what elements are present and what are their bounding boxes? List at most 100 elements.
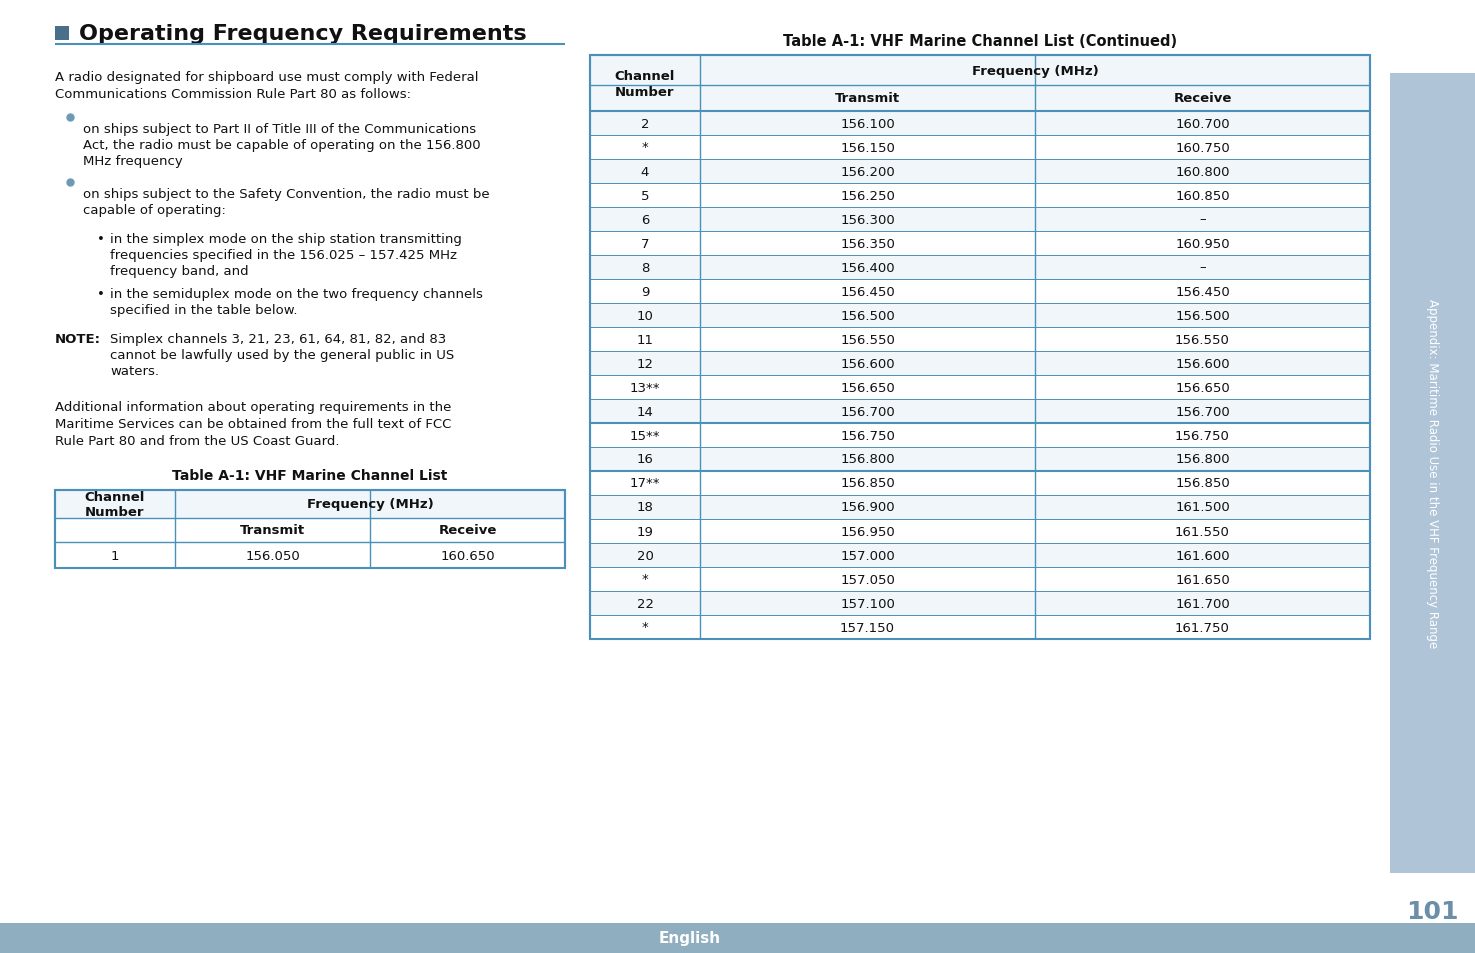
Text: in the simplex mode on the ship station transmitting: in the simplex mode on the ship station … xyxy=(111,233,462,246)
Text: 18: 18 xyxy=(637,501,653,514)
Bar xyxy=(590,543,1370,567)
Text: 161.600: 161.600 xyxy=(1176,549,1230,562)
Text: 1: 1 xyxy=(111,549,119,562)
Bar xyxy=(590,519,1370,543)
Text: Receive: Receive xyxy=(438,524,497,537)
Text: Transmit: Transmit xyxy=(835,92,900,106)
Text: Frequency (MHz): Frequency (MHz) xyxy=(972,65,1099,77)
Text: 160.950: 160.950 xyxy=(1176,237,1230,251)
Text: waters.: waters. xyxy=(111,365,159,377)
Bar xyxy=(590,255,1370,280)
Bar xyxy=(590,160,1370,184)
Text: 157.050: 157.050 xyxy=(841,573,895,586)
Bar xyxy=(590,567,1370,592)
Text: 14: 14 xyxy=(637,405,653,418)
Text: 9: 9 xyxy=(640,285,649,298)
Text: 156.600: 156.600 xyxy=(1176,357,1230,370)
Text: 20: 20 xyxy=(637,549,653,562)
Bar xyxy=(590,232,1370,255)
Text: 156.750: 156.750 xyxy=(1176,429,1230,442)
Text: 2: 2 xyxy=(640,117,649,131)
Text: on ships subject to the Safety Convention, the radio must be: on ships subject to the Safety Conventio… xyxy=(83,188,490,201)
Text: Maritime Services can be obtained from the full text of FCC: Maritime Services can be obtained from t… xyxy=(55,417,451,431)
Bar xyxy=(590,304,1370,328)
Text: English: English xyxy=(659,930,721,945)
Text: 160.800: 160.800 xyxy=(1176,165,1230,178)
Text: 161.500: 161.500 xyxy=(1176,501,1230,514)
Text: Frequency (MHz): Frequency (MHz) xyxy=(307,498,434,511)
Text: 101: 101 xyxy=(1406,899,1459,923)
Text: 161.550: 161.550 xyxy=(1176,525,1230,537)
Text: 4: 4 xyxy=(640,165,649,178)
Text: cannot be lawfully used by the general public in US: cannot be lawfully used by the general p… xyxy=(111,349,454,361)
Bar xyxy=(590,496,1370,519)
Text: *: * xyxy=(642,573,649,586)
Text: MHz frequency: MHz frequency xyxy=(83,154,183,168)
Text: 156.050: 156.050 xyxy=(245,549,299,562)
Text: 156.800: 156.800 xyxy=(841,453,895,466)
Text: 156.600: 156.600 xyxy=(841,357,895,370)
Text: 156.450: 156.450 xyxy=(841,285,895,298)
Bar xyxy=(590,136,1370,160)
Text: 156.100: 156.100 xyxy=(841,117,895,131)
Text: –: – xyxy=(1199,213,1207,226)
Bar xyxy=(590,352,1370,375)
Bar xyxy=(1389,74,1475,873)
Text: Channel
Number: Channel Number xyxy=(86,491,145,518)
Text: Operating Frequency Requirements: Operating Frequency Requirements xyxy=(80,24,527,44)
Text: 156.400: 156.400 xyxy=(841,261,895,274)
Text: Additional information about operating requirements in the: Additional information about operating r… xyxy=(55,400,451,414)
Bar xyxy=(590,616,1370,639)
Bar xyxy=(0,923,1475,953)
Bar xyxy=(590,328,1370,352)
Text: 6: 6 xyxy=(640,213,649,226)
Text: *: * xyxy=(642,141,649,154)
Bar xyxy=(590,592,1370,616)
Text: 15**: 15** xyxy=(630,429,661,442)
Text: frequency band, and: frequency band, and xyxy=(111,265,249,277)
Text: 10: 10 xyxy=(637,309,653,322)
Text: 17**: 17** xyxy=(630,477,661,490)
Text: 22: 22 xyxy=(637,597,653,610)
Bar xyxy=(590,375,1370,399)
Text: 161.750: 161.750 xyxy=(1176,620,1230,634)
Text: 156.300: 156.300 xyxy=(841,213,895,226)
Bar xyxy=(55,491,565,518)
Text: 156.850: 156.850 xyxy=(1176,477,1230,490)
Text: 156.650: 156.650 xyxy=(841,381,895,395)
Bar xyxy=(590,184,1370,208)
Bar xyxy=(590,56,1370,112)
Bar xyxy=(590,56,1370,639)
Text: Receive: Receive xyxy=(1173,92,1232,106)
Text: 156.550: 156.550 xyxy=(841,334,895,346)
Text: Communications Commission Rule Part 80 as follows:: Communications Commission Rule Part 80 a… xyxy=(55,88,412,101)
Text: •: • xyxy=(97,288,105,301)
Text: 156.200: 156.200 xyxy=(841,165,895,178)
Text: *: * xyxy=(642,620,649,634)
Bar xyxy=(55,27,69,41)
Text: 157.100: 157.100 xyxy=(841,597,895,610)
Bar xyxy=(590,208,1370,232)
Text: 156.350: 156.350 xyxy=(841,237,895,251)
Text: 156.900: 156.900 xyxy=(841,501,895,514)
Text: 11: 11 xyxy=(637,334,653,346)
Text: 8: 8 xyxy=(640,261,649,274)
Text: Simplex channels 3, 21, 23, 61, 64, 81, 82, and 83: Simplex channels 3, 21, 23, 61, 64, 81, … xyxy=(111,333,447,346)
Text: in the semiduplex mode on the two frequency channels: in the semiduplex mode on the two freque… xyxy=(111,288,482,301)
Text: Channel
Number: Channel Number xyxy=(615,70,676,98)
Text: 156.150: 156.150 xyxy=(841,141,895,154)
Text: Act, the radio must be capable of operating on the 156.800: Act, the radio must be capable of operat… xyxy=(83,139,481,152)
Text: capable of operating:: capable of operating: xyxy=(83,204,226,216)
Text: 156.750: 156.750 xyxy=(841,429,895,442)
Text: 16: 16 xyxy=(637,453,653,466)
Text: 161.650: 161.650 xyxy=(1176,573,1230,586)
Text: 156.500: 156.500 xyxy=(841,309,895,322)
Text: Table A-1: VHF Marine Channel List: Table A-1: VHF Marine Channel List xyxy=(173,469,448,482)
Text: 7: 7 xyxy=(640,237,649,251)
Text: Rule Part 80 and from the US Coast Guard.: Rule Part 80 and from the US Coast Guard… xyxy=(55,435,339,448)
Text: 12: 12 xyxy=(637,357,653,370)
Text: 156.700: 156.700 xyxy=(841,405,895,418)
Text: 160.850: 160.850 xyxy=(1176,190,1230,202)
Text: Transmit: Transmit xyxy=(240,524,305,537)
Text: 160.700: 160.700 xyxy=(1176,117,1230,131)
